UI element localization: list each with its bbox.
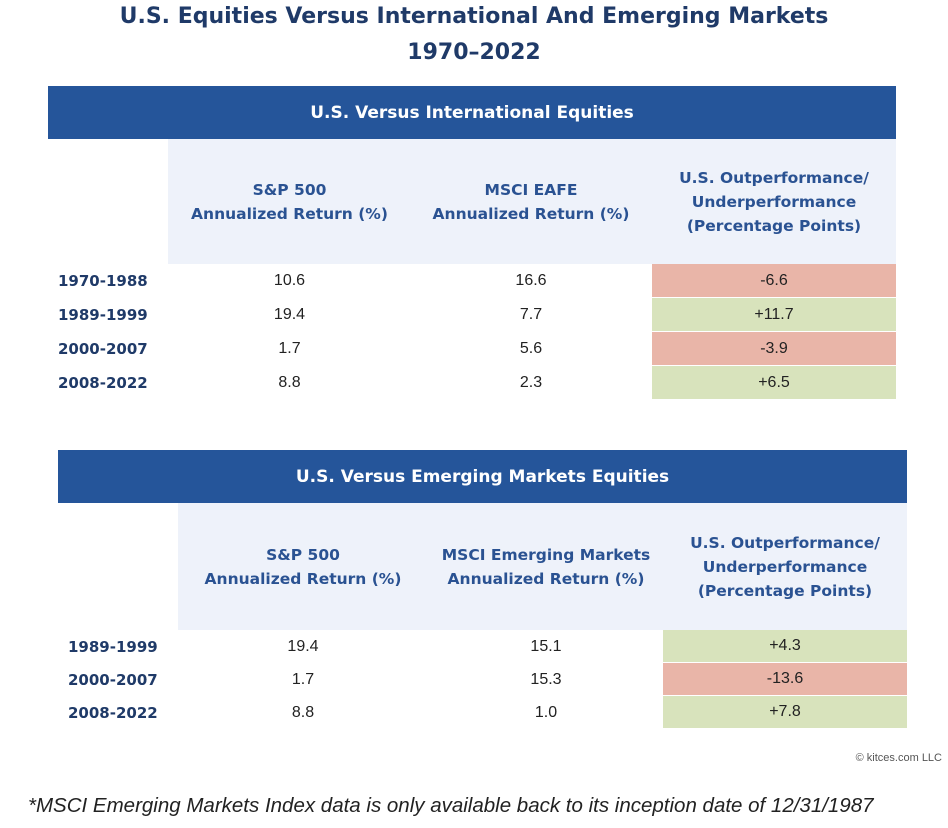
sp500-value: 1.7 [291,670,315,688]
row-period-label: 1970-1988 [58,272,148,290]
row-period-label: 2000-2007 [58,340,148,358]
sp500-value: 10.6 [273,272,306,289]
emerging-markets-table: U.S. Versus Emerging Markets Equities S&… [58,450,907,729]
difference-value: +4.3 [663,630,907,663]
header-band [168,139,896,264]
header-band [178,503,907,630]
table-banner: U.S. Versus International Equities [48,86,896,139]
row-period-label: 1989-1999 [58,306,148,324]
international-table: U.S. Versus International Equities S&P 5… [48,86,896,400]
sp500-value: 19.4 [273,306,306,323]
page-title: U.S. Equities Versus International And E… [119,4,829,29]
row-period-label: 2000-2007 [68,670,158,689]
index-value: 15.3 [530,670,562,688]
index-value: 2.3 [519,374,543,391]
difference-value: -13.6 [663,663,907,696]
difference-value: +6.5 [652,366,896,400]
column-header-sp500: S&P 500 Annualized Return (%) [191,180,388,223]
index-value: 16.6 [515,272,547,289]
column-header-difference: U.S. Outperformance/ Underperformance (P… [690,533,880,600]
sp500-value: 19.4 [287,637,319,655]
column-header-index: MSCI Emerging Markets Annualized Return … [441,545,651,588]
difference-value: -6.6 [652,264,896,298]
sp500-value: 8.8 [278,374,301,391]
sp500-value: 1.7 [278,340,301,357]
sp500-value: 8.8 [291,703,315,721]
page-subtitle: 1970–2022 [407,40,541,65]
footnote: *MSCI Emerging Markets Index data is onl… [28,794,874,817]
index-value: 1.0 [534,703,558,721]
difference-value: -3.9 [652,332,896,366]
column-header-sp500: S&P 500 Annualized Return (%) [204,545,402,588]
table-banner: U.S. Versus Emerging Markets Equities [58,450,907,503]
row-period-label: 2008-2022 [68,703,158,722]
copyright-credit: © kitces.com LLC [855,752,942,764]
row-period-label: 2008-2022 [58,374,148,392]
column-header-index: MSCI EAFE Annualized Return (%) [432,180,630,223]
index-value: 15.1 [530,637,562,655]
column-header-difference: U.S. Outperformance/ Underperformance (P… [679,168,869,235]
index-value: 5.6 [519,340,543,357]
row-period-label: 1989-1999 [68,637,158,656]
index-value: 7.7 [519,306,543,323]
difference-value: +7.8 [663,696,907,729]
difference-value: +11.7 [652,298,896,332]
